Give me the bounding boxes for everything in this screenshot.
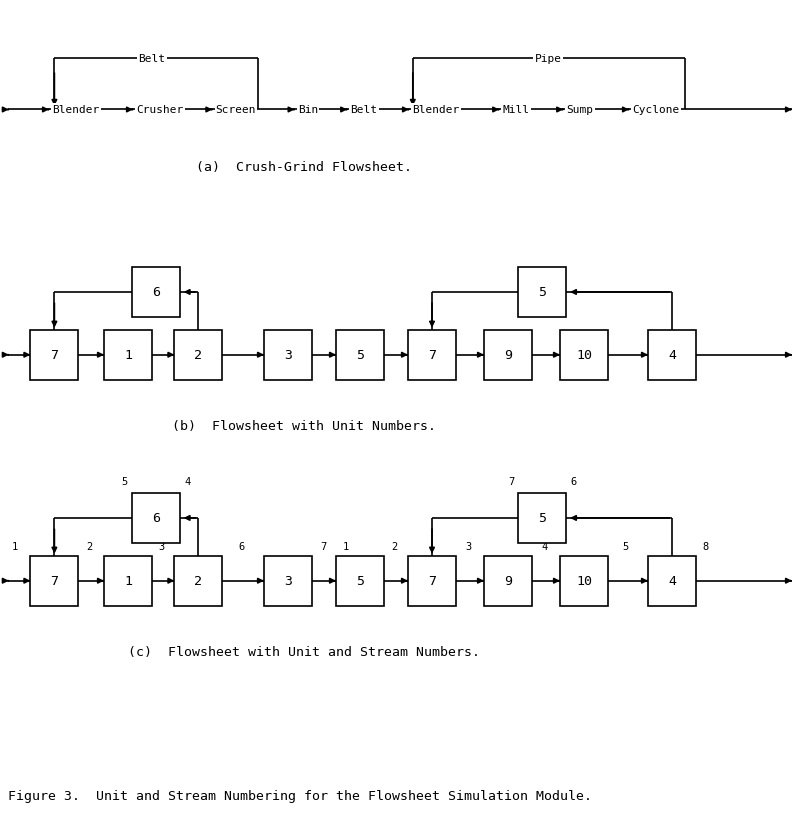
- Text: 5: 5: [356, 574, 364, 588]
- Bar: [336, 556, 384, 606]
- Text: 7: 7: [428, 349, 436, 362]
- Text: 7: 7: [508, 477, 514, 487]
- Text: Pipe: Pipe: [534, 54, 562, 64]
- Text: 1: 1: [11, 542, 18, 552]
- Text: 9: 9: [504, 574, 512, 588]
- Text: 9: 9: [504, 349, 512, 362]
- Text: Crusher: Crusher: [136, 105, 184, 115]
- Text: 7: 7: [50, 574, 58, 588]
- Text: 8: 8: [702, 542, 709, 552]
- Bar: [174, 330, 222, 380]
- Text: 6: 6: [238, 542, 245, 552]
- Text: 3: 3: [284, 349, 292, 362]
- Text: Blender: Blender: [412, 105, 460, 115]
- Text: Belt: Belt: [138, 54, 166, 64]
- Bar: [648, 556, 696, 606]
- Bar: [484, 330, 532, 380]
- Bar: [484, 556, 532, 606]
- Bar: [264, 556, 312, 606]
- Bar: [30, 330, 78, 380]
- Text: Screen: Screen: [216, 105, 256, 115]
- Text: 7: 7: [320, 542, 326, 552]
- Bar: [30, 556, 78, 606]
- Bar: [648, 330, 696, 380]
- Text: (a)  Crush-Grind Flowsheet.: (a) Crush-Grind Flowsheet.: [196, 161, 412, 174]
- Text: 10: 10: [576, 349, 592, 362]
- Text: 1: 1: [124, 349, 132, 362]
- Text: (c)  Flowsheet with Unit and Stream Numbers.: (c) Flowsheet with Unit and Stream Numbe…: [128, 645, 480, 659]
- Text: Figure 3.  Unit and Stream Numbering for the Flowsheet Simulation Module.: Figure 3. Unit and Stream Numbering for …: [8, 789, 592, 803]
- Text: 4: 4: [184, 477, 190, 487]
- Text: 3: 3: [284, 574, 292, 588]
- Text: 7: 7: [50, 349, 58, 362]
- Text: 2: 2: [194, 349, 202, 362]
- Text: Cyclone: Cyclone: [632, 105, 680, 115]
- Bar: [336, 330, 384, 380]
- Text: 6: 6: [570, 477, 577, 487]
- Text: 1: 1: [124, 574, 132, 588]
- Bar: [132, 268, 180, 318]
- Text: 2: 2: [391, 542, 398, 552]
- Text: 5: 5: [538, 286, 546, 299]
- Bar: [560, 556, 608, 606]
- Text: 6: 6: [152, 286, 160, 299]
- Text: 2: 2: [194, 574, 202, 588]
- Bar: [518, 268, 566, 318]
- Text: 5: 5: [622, 542, 629, 552]
- Text: 4: 4: [668, 574, 676, 588]
- Text: 1: 1: [342, 542, 349, 552]
- Bar: [518, 493, 566, 543]
- Bar: [408, 330, 456, 380]
- Text: (b)  Flowsheet with Unit Numbers.: (b) Flowsheet with Unit Numbers.: [172, 420, 436, 433]
- Bar: [132, 493, 180, 543]
- Text: 3: 3: [465, 542, 471, 552]
- Text: Blender: Blender: [52, 105, 100, 115]
- Bar: [104, 330, 152, 380]
- Text: 4: 4: [542, 542, 548, 552]
- Text: 3: 3: [158, 542, 165, 552]
- Text: Sump: Sump: [566, 105, 594, 115]
- Text: 5: 5: [356, 349, 364, 362]
- Text: 4: 4: [668, 349, 676, 362]
- Bar: [174, 556, 222, 606]
- Text: 2: 2: [86, 542, 93, 552]
- Text: 5: 5: [122, 477, 128, 487]
- Text: 6: 6: [152, 512, 160, 525]
- Bar: [560, 330, 608, 380]
- Text: 5: 5: [538, 512, 546, 525]
- Text: 7: 7: [428, 574, 436, 588]
- Text: Belt: Belt: [350, 105, 378, 115]
- Text: Mill: Mill: [502, 105, 530, 115]
- Bar: [104, 556, 152, 606]
- Text: 10: 10: [576, 574, 592, 588]
- Bar: [264, 330, 312, 380]
- Bar: [408, 556, 456, 606]
- Text: Bin: Bin: [298, 105, 318, 115]
